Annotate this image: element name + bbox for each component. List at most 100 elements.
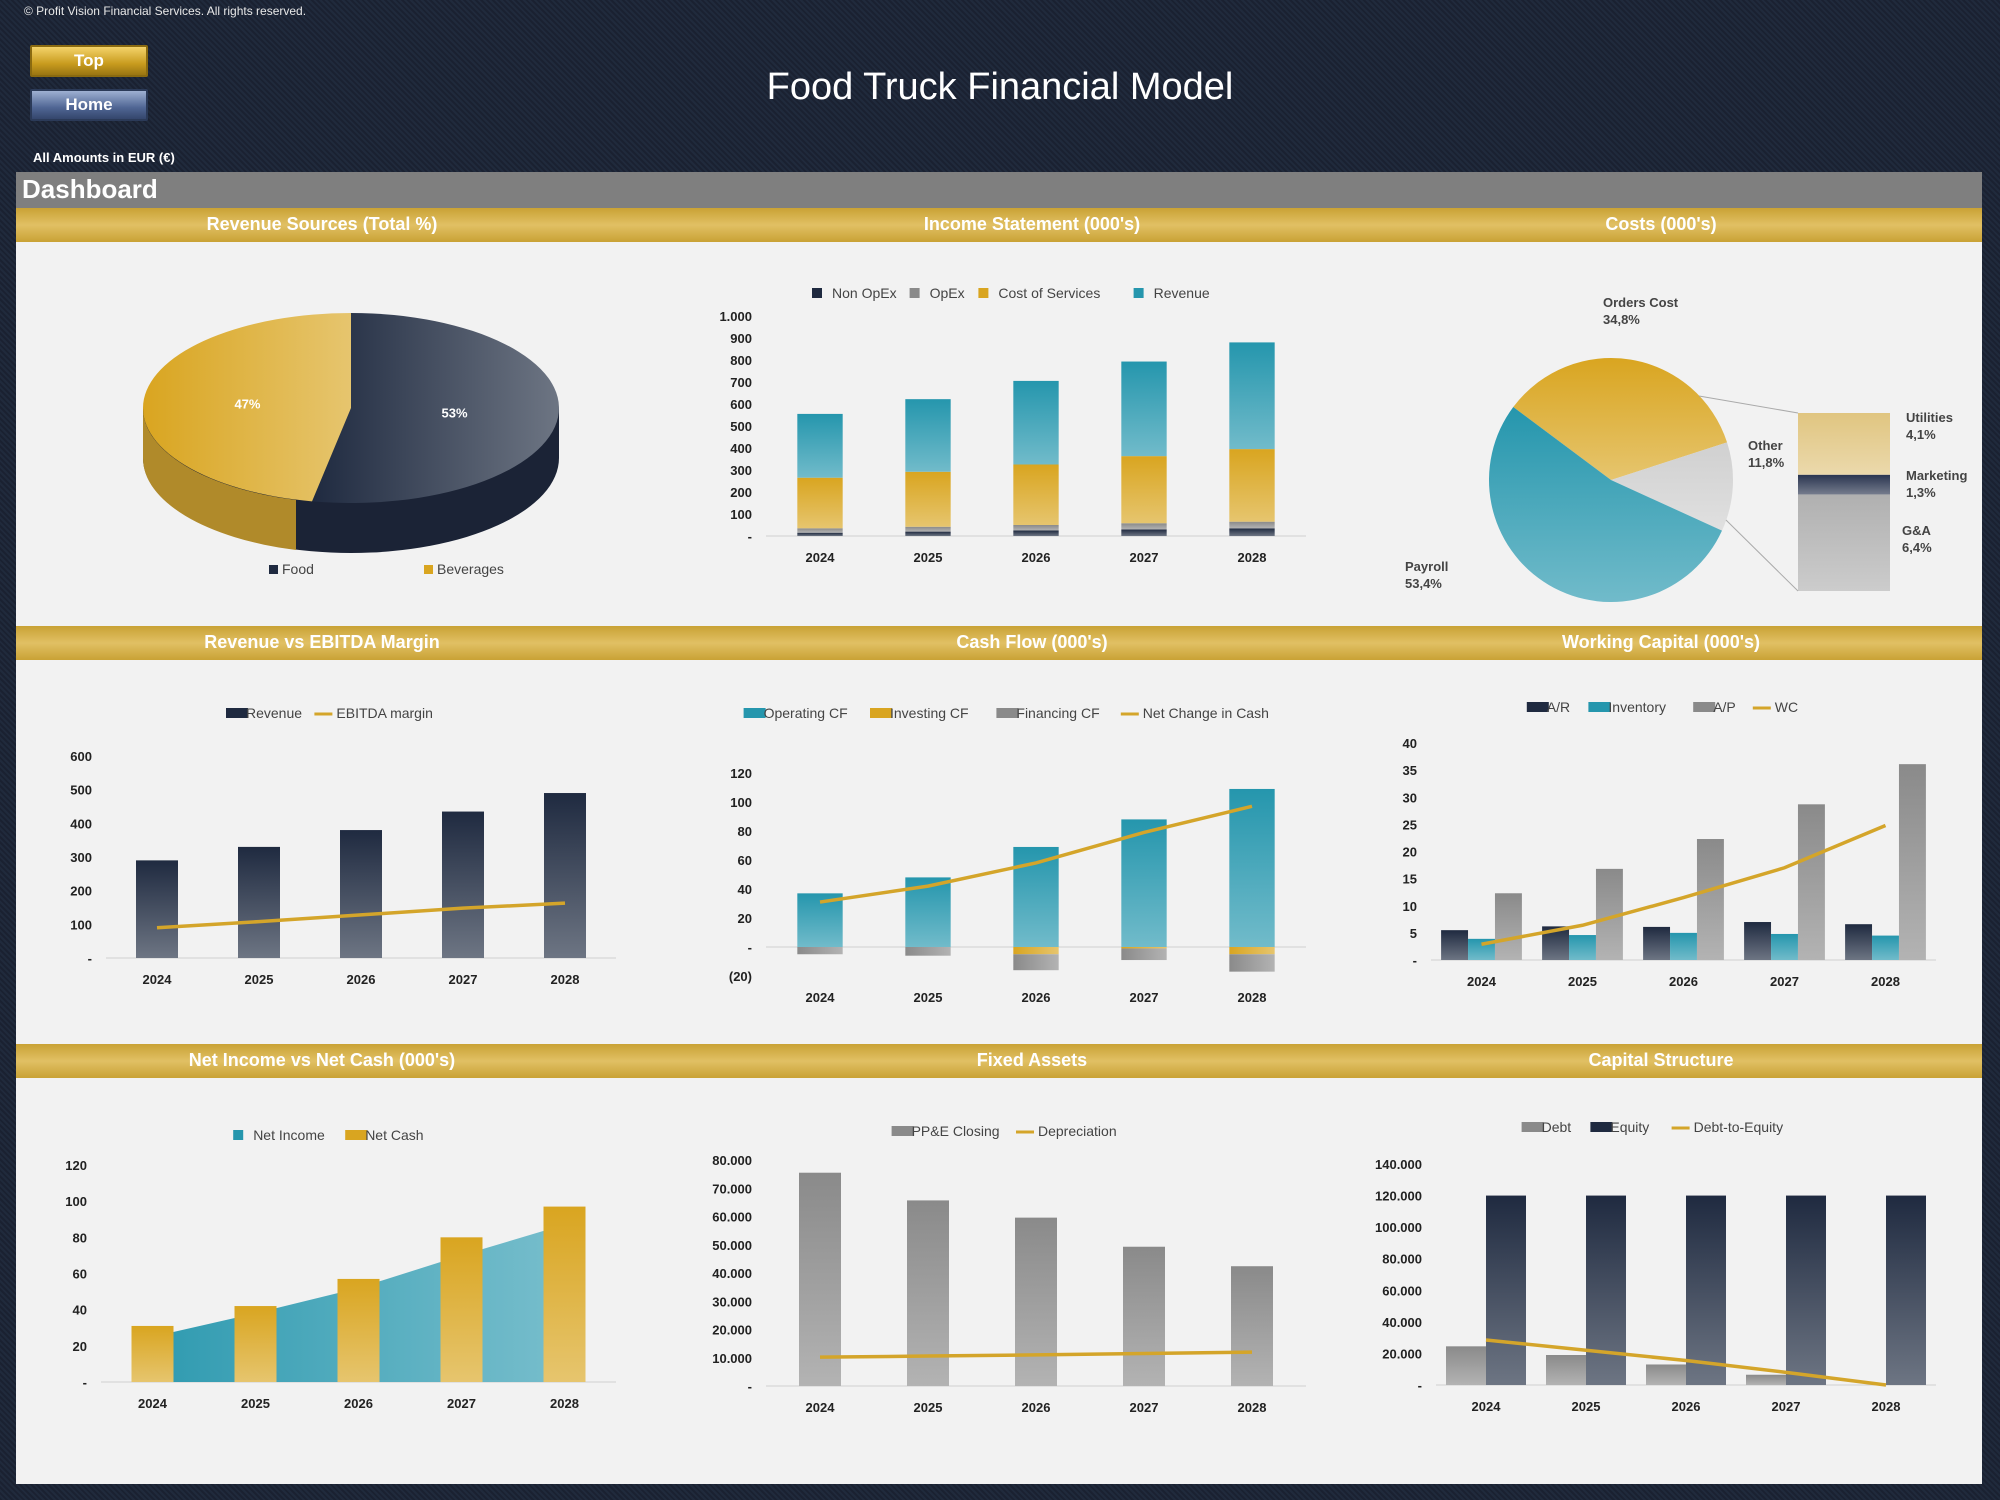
x-tick-label: 2028: [1872, 1399, 1901, 1414]
y-tick-label: 30.000: [712, 1294, 752, 1309]
connector-line: [1725, 519, 1799, 592]
x-tick-label: 2024: [1467, 974, 1497, 989]
x-tick-label: 2025: [1568, 974, 1597, 989]
section-title: Working Capital (000's): [1562, 632, 1760, 652]
y-tick-label: 20: [73, 1339, 87, 1354]
bar-cost-of-services: [1013, 464, 1059, 525]
dashboard-header-bar: Dashboard: [16, 172, 1982, 208]
legend-label: A/P: [1713, 699, 1736, 715]
y-tick-label: 60: [73, 1267, 87, 1282]
bar-debt: [1746, 1374, 1786, 1385]
legend-marker: [345, 1130, 368, 1140]
y-tick-label: 50.000: [712, 1238, 752, 1253]
bar-equity: [1786, 1195, 1826, 1385]
legend-label: PP&E Closing: [912, 1123, 1000, 1139]
x-tick-label: 2028: [1238, 1400, 1267, 1415]
bar-net-cash: [543, 1206, 586, 1382]
data-label-name: Marketing: [1906, 468, 1967, 483]
bar-debt: [1446, 1346, 1486, 1385]
y-tick-label: 100: [730, 507, 752, 522]
data-label-name: Payroll: [1405, 559, 1448, 574]
y-tick-label: 1.000: [719, 309, 752, 324]
bar-revenue: [442, 811, 484, 958]
x-tick-label: 2026: [344, 1396, 373, 1411]
y-tick-label: -: [83, 1375, 87, 1390]
bar-opex: [797, 528, 843, 533]
legend-marker: [996, 708, 1019, 718]
dashboard-title: Dashboard: [22, 174, 158, 204]
bar-inventory: [1872, 935, 1899, 960]
legend-label: Revenue: [246, 705, 302, 721]
y-tick-label: 400: [70, 816, 92, 831]
y-tick-label: 100: [65, 1194, 87, 1209]
x-tick-label: 2026: [347, 972, 376, 987]
bar-opex: [1013, 525, 1059, 531]
bar-non-opex: [797, 532, 843, 536]
bar-revenue: [340, 830, 382, 958]
bar-pp-e-closing: [907, 1200, 949, 1386]
section-title: Capital Structure: [1588, 1050, 1734, 1070]
section-band-row3: Net Income vs Net Cash (000's) Fixed Ass…: [16, 1044, 1982, 1078]
y-tick-label: -: [1413, 953, 1417, 968]
y-tick-label: 40.000: [1382, 1315, 1422, 1330]
bar-investing-cf: [1229, 947, 1275, 955]
y-tick-label: 600: [730, 397, 752, 412]
x-tick-label: 2028: [550, 1396, 579, 1411]
pie-slice-beverages: [142, 313, 351, 502]
section-title: Net Income vs Net Cash (000's): [188, 1050, 456, 1070]
y-tick-label: (20): [729, 969, 752, 984]
y-tick-label: -: [748, 529, 752, 544]
x-tick-label: 2024: [1472, 1399, 1502, 1414]
legend-marker: [1526, 702, 1549, 712]
x-tick-label: 2027: [1130, 1400, 1159, 1415]
x-tick-label: 2027: [1770, 974, 1799, 989]
legend-label: Beverages: [437, 561, 504, 577]
legend-marker: [1133, 288, 1144, 298]
bar-net-cash: [131, 1325, 174, 1382]
copyright-text: © Profit Vision Financial Services. All …: [24, 4, 307, 18]
legend-label: Net Cash: [365, 1127, 423, 1143]
line-series-depreciation: [819, 1350, 1253, 1359]
bar-net-cash: [234, 1306, 277, 1382]
section-band-row1: Revenue Sources (Total %) Income Stateme…: [16, 208, 1982, 242]
legend-label: Debt: [1542, 1119, 1572, 1135]
y-tick-label: 500: [730, 419, 752, 434]
bar-a-p: [1696, 839, 1724, 960]
fixed-assets-chart: - 10.000 20.000 30.000 40.000 50.000 60.000 70.…: [712, 1123, 1306, 1415]
data-label-value: 6,4%: [1902, 540, 1932, 555]
bar-financing-cf: [1013, 954, 1059, 971]
y-tick-label: 20: [1403, 845, 1417, 860]
bar-inventory: [1771, 933, 1798, 960]
y-tick-label: -: [748, 1379, 752, 1394]
bar-pp-e-closing: [1015, 1217, 1057, 1386]
home-button[interactable]: Home: [30, 89, 148, 121]
legend-label: Debt-to-Equity: [1694, 1119, 1783, 1135]
bar-revenue: [544, 793, 586, 958]
section-band-row2: Revenue vs EBITDA Margin Cash Flow (000'…: [16, 626, 1982, 660]
data-label-value: 34,8%: [1603, 312, 1640, 327]
bar-a-r: [1845, 924, 1873, 960]
y-tick-label: 30: [1403, 790, 1417, 805]
y-tick-label: -: [88, 951, 92, 966]
x-tick-label: 2025: [1572, 1399, 1601, 1414]
line-series-ebitda-margin: [156, 901, 566, 930]
y-tick-label: 20.000: [712, 1323, 752, 1338]
section-title: Income Statement (000's): [923, 214, 1141, 234]
bar-non-opex: [1121, 529, 1167, 536]
y-tick-label: 80: [73, 1230, 87, 1245]
data-label-name: Utilities: [1906, 410, 1953, 425]
data-label-name: Orders Cost: [1603, 295, 1679, 310]
bar-a-r: [1744, 922, 1772, 960]
pie-slice-orders-cost: [1513, 358, 1728, 480]
x-tick-label: 2025: [914, 550, 943, 565]
y-tick-label: 600: [70, 749, 92, 764]
bar-cost-of-services: [1229, 449, 1275, 522]
legend-marker: [909, 288, 920, 298]
bar-equity: [1686, 1195, 1726, 1385]
top-button[interactable]: Top: [30, 45, 148, 77]
x-tick-label: 2027: [447, 1396, 476, 1411]
y-tick-label: 100: [70, 917, 92, 932]
bar-revenue: [905, 399, 951, 472]
cash-flow-chart: (20) - 20 40 60 80 100 120 2024 2025 2026 2027 2028 O…: [729, 705, 1306, 1005]
bar-debt: [1546, 1355, 1586, 1385]
